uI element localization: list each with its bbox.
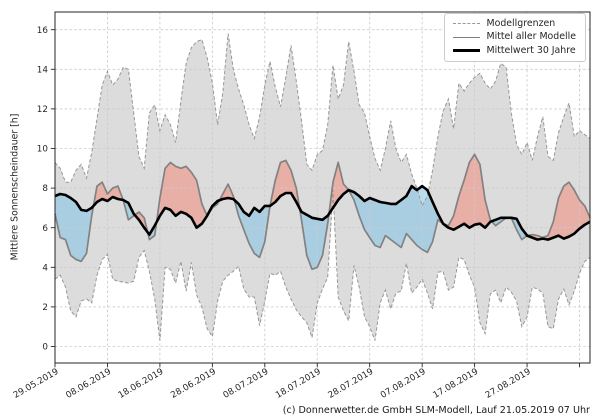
- mean-30y-line: [54, 184, 591, 241]
- model-mean-line: [54, 153, 591, 271]
- x-tick-label: 08.06.2019: [64, 367, 113, 401]
- legend-item-mittel-aller-modelle: Mittel aller Modelle: [452, 31, 576, 43]
- x-tick-label: 28.07.2019: [327, 367, 376, 401]
- model-upper-bound-line: [54, 33, 591, 208]
- fill-below-normal: [348, 186, 444, 253]
- fill-below-normal: [234, 200, 270, 258]
- legend-item-modellgrenzen: Modellgrenzen: [452, 18, 576, 29]
- copyright-caption: (c) Donnerwetter.de GmbH SLM-Modell, Lau…: [282, 405, 590, 416]
- model-lower-bound-line: [54, 190, 591, 341]
- legend-label: Mittel aller Modelle: [486, 31, 576, 43]
- y-tick-label: 4: [42, 263, 48, 273]
- fill-above-normal: [219, 184, 235, 201]
- y-tick-label: 10: [37, 145, 49, 155]
- fill-above-normal: [156, 162, 208, 228]
- dashed-line-sample-icon: [452, 23, 480, 25]
- x-tick-label: 18.06.2019: [117, 367, 166, 401]
- x-tick-label: 18.07.2019: [274, 367, 323, 401]
- y-tick-label: 16: [37, 26, 49, 36]
- x-tick-label: 29.05.2019: [12, 367, 61, 401]
- y-axis-label: Mittlere Sonnenscheindauer [h]: [9, 113, 21, 261]
- y-tick-label: 6: [42, 224, 48, 234]
- x-tick-label: 27.08.2019: [484, 367, 533, 401]
- black-line-sample-icon: [452, 49, 480, 53]
- x-tick-label: 17.08.2019: [431, 367, 480, 401]
- fill-above-normal: [270, 160, 300, 209]
- y-tick-label: 12: [37, 105, 48, 115]
- model-band: [55, 33, 590, 341]
- legend-label: Mittelwert 30 Jahre: [486, 44, 576, 56]
- y-tick-label: 14: [37, 65, 49, 75]
- gray-line-sample-icon: [452, 36, 480, 38]
- x-tick-label: 08.07.2019: [222, 367, 271, 401]
- plot-frame: [54, 11, 591, 364]
- x-tick-label: 07.08.2019: [379, 367, 428, 401]
- legend-item-mittelwert-30-jahre: Mittelwert 30 Jahre: [452, 44, 576, 56]
- legend-label: Modellgrenzen: [486, 18, 556, 29]
- legend: Modellgrenzen Mittel aller Modelle Mitte…: [443, 13, 586, 63]
- y-tick-label: 0: [42, 343, 48, 353]
- fill-above-normal: [527, 182, 590, 240]
- fill-below-normal: [123, 200, 135, 220]
- y-tick-label: 8: [42, 184, 48, 194]
- y-tick-label: 2: [42, 303, 48, 313]
- fill-below-normal: [511, 217, 528, 240]
- x-tick-label: 28.06.2019: [169, 367, 218, 401]
